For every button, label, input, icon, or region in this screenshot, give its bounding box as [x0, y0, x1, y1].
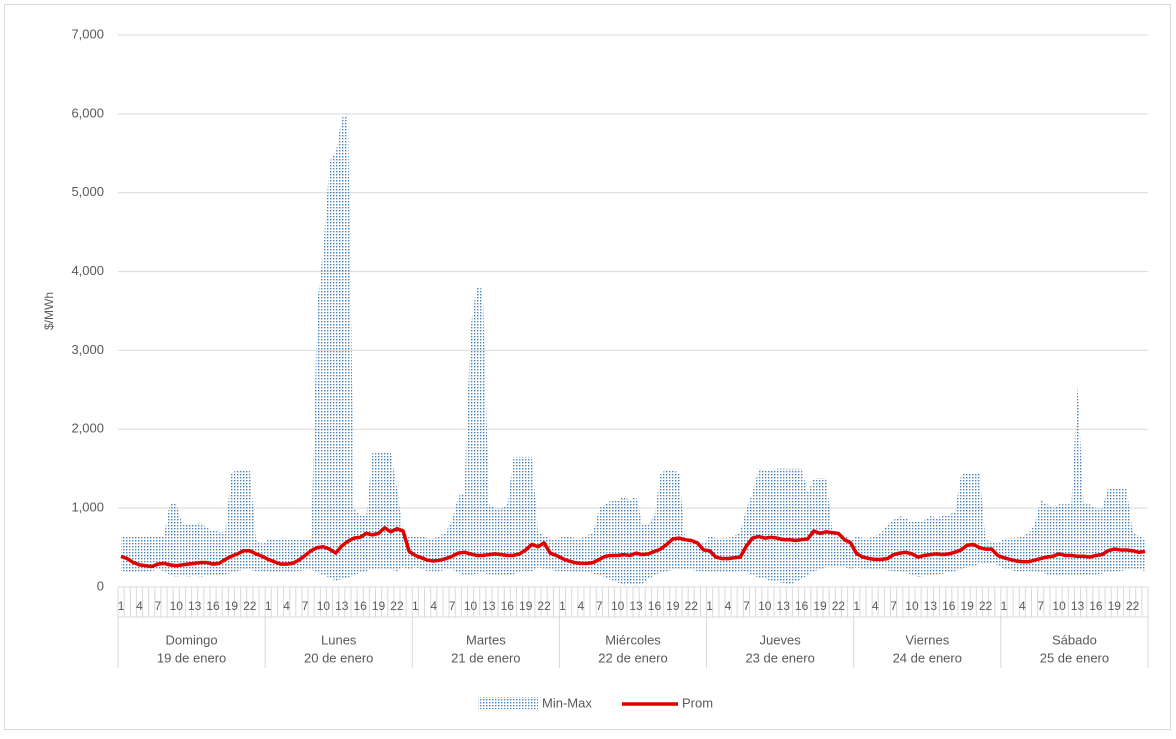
x-tick-label: 10: [1052, 599, 1066, 613]
x-tick-label: 19: [666, 599, 680, 613]
day-label: Domingo: [166, 632, 218, 647]
day-label: Lunes: [321, 632, 357, 647]
x-tick-label: 22: [537, 599, 551, 613]
x-tick-label: 13: [188, 599, 202, 613]
x-tick-label: 19: [813, 599, 827, 613]
day-label: Sábado: [1052, 632, 1097, 647]
x-tick-label: 7: [890, 599, 897, 613]
y-tick-label: 7,000: [71, 26, 104, 41]
day-label: Martes: [466, 632, 506, 647]
x-tick-label: 13: [924, 599, 938, 613]
date-label: 21 de enero: [451, 650, 520, 665]
y-tick-label: 4,000: [71, 263, 104, 278]
date-label: 22 de enero: [598, 650, 667, 665]
x-tick-label: 19: [372, 599, 386, 613]
x-tick-label: 1: [412, 599, 419, 613]
x-tick-label: 10: [170, 599, 184, 613]
x-tick-label: 4: [872, 599, 879, 613]
x-tick-label: 7: [155, 599, 162, 613]
y-tick-label: 2,000: [71, 421, 104, 436]
x-tick-label: 16: [942, 599, 956, 613]
day-label: Jueves: [760, 632, 802, 647]
x-tick-label: 16: [648, 599, 662, 613]
x-tick-label: 10: [611, 599, 625, 613]
y-tick-label: 1,000: [71, 500, 104, 515]
x-tick-label: 10: [905, 599, 919, 613]
x-tick-label: 4: [578, 599, 585, 613]
legend-swatch: [478, 697, 538, 709]
x-tick-label: 1: [853, 599, 860, 613]
x-tick-label: 4: [430, 599, 437, 613]
chart-frame: [4, 4, 1171, 730]
x-tick-label: 1: [559, 599, 566, 613]
day-label: Miércoles: [605, 632, 661, 647]
x-tick-label: 22: [685, 599, 699, 613]
x-tick-label: 13: [335, 599, 349, 613]
y-tick-label: 3,000: [71, 342, 104, 357]
x-tick-label: 4: [283, 599, 290, 613]
x-tick-label: 4: [725, 599, 732, 613]
x-tick-label: 19: [519, 599, 533, 613]
prom-line: [120, 526, 1146, 569]
x-tick-label: 22: [1126, 599, 1140, 613]
y-tick-label: 0: [97, 578, 104, 593]
x-tick-label: 13: [1071, 599, 1085, 613]
x-tick-label: 13: [482, 599, 496, 613]
date-label: 20 de enero: [304, 650, 373, 665]
x-tick-label: 19: [1108, 599, 1122, 613]
x-tick-label: 7: [743, 599, 750, 613]
x-tick-label: 7: [596, 599, 603, 613]
date-label: 25 de enero: [1040, 650, 1109, 665]
x-tick-label: 16: [353, 599, 367, 613]
y-tick-label: 5,000: [71, 184, 104, 199]
x-tick-label: 7: [1037, 599, 1044, 613]
x-tick-label: 22: [979, 599, 993, 613]
min-max-band: [121, 113, 1145, 586]
date-label: 23 de enero: [745, 650, 814, 665]
x-tick-label: 1: [706, 599, 713, 613]
x-tick-label: 16: [206, 599, 220, 613]
x-tick-label: 22: [390, 599, 404, 613]
x-tick-label: 10: [464, 599, 478, 613]
y-tick-label: 6,000: [71, 105, 104, 120]
day-label: Viernes: [905, 632, 949, 647]
x-tick-label: 10: [758, 599, 772, 613]
x-tick-label: 16: [501, 599, 515, 613]
x-tick-label: 22: [832, 599, 846, 613]
x-tick-label: 1: [265, 599, 272, 613]
x-tick-label: 4: [1019, 599, 1026, 613]
x-tick-label: 19: [960, 599, 974, 613]
x-tick-label: 4: [136, 599, 143, 613]
x-tick-label: 13: [777, 599, 791, 613]
x-tick-label: 13: [629, 599, 643, 613]
legend-label: Min-Max: [542, 695, 592, 710]
date-label: 19 de enero: [157, 650, 226, 665]
legend-label: Prom: [682, 695, 713, 710]
x-tick-label: 7: [449, 599, 456, 613]
x-tick-label: 22: [243, 599, 257, 613]
date-label: 24 de enero: [893, 650, 962, 665]
y-axis-title: $/MWh: [42, 292, 56, 330]
x-tick-label: 16: [795, 599, 809, 613]
x-tick-label: 1: [118, 599, 125, 613]
x-tick-label: 10: [317, 599, 331, 613]
x-tick-label: 1: [1001, 599, 1008, 613]
x-tick-label: 16: [1089, 599, 1103, 613]
x-tick-label: 7: [302, 599, 309, 613]
x-tick-label: 19: [225, 599, 239, 613]
